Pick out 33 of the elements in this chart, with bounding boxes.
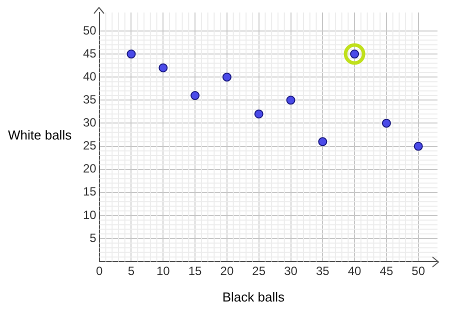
y-tick-label: 30 (82, 116, 97, 130)
point (286, 96, 296, 105)
x-tick-label: 20 (220, 264, 234, 278)
y-tick-label: 10 (82, 208, 97, 222)
point (254, 109, 264, 118)
point (190, 91, 200, 100)
x-axis-title: Black balls (222, 290, 285, 305)
y-tick-label: 35 (82, 92, 97, 106)
point (318, 137, 328, 146)
y-tick-label: 50 (82, 23, 97, 38)
x-tick-label: 25 (252, 264, 266, 278)
y-tick-label: 5 (90, 230, 97, 245)
x-tick-label: 10 (156, 264, 170, 278)
y-tick-label: 25 (82, 138, 97, 153)
x-tick-label: 30 (284, 264, 298, 278)
point (414, 142, 423, 151)
x-tick-label: 5 (128, 264, 135, 278)
x-tick-label: 50 (412, 264, 426, 278)
x-tick-label: 15 (188, 264, 202, 278)
point (126, 50, 136, 59)
point (344, 43, 366, 65)
point (158, 63, 168, 72)
x-tick-label: 0 (96, 264, 104, 278)
y-tick-label: 15 (82, 184, 97, 199)
x-tick-label: 35 (316, 264, 330, 278)
point (222, 72, 232, 82)
y-tick-label: 20 (82, 162, 97, 176)
y-tick-label: 45 (82, 46, 97, 60)
x-tick-label: 40 (348, 264, 362, 278)
point (382, 118, 391, 128)
y-tick-label: 40 (82, 69, 97, 84)
y-axis-title: White balls (8, 128, 72, 143)
x-tick-label: 45 (380, 264, 394, 278)
